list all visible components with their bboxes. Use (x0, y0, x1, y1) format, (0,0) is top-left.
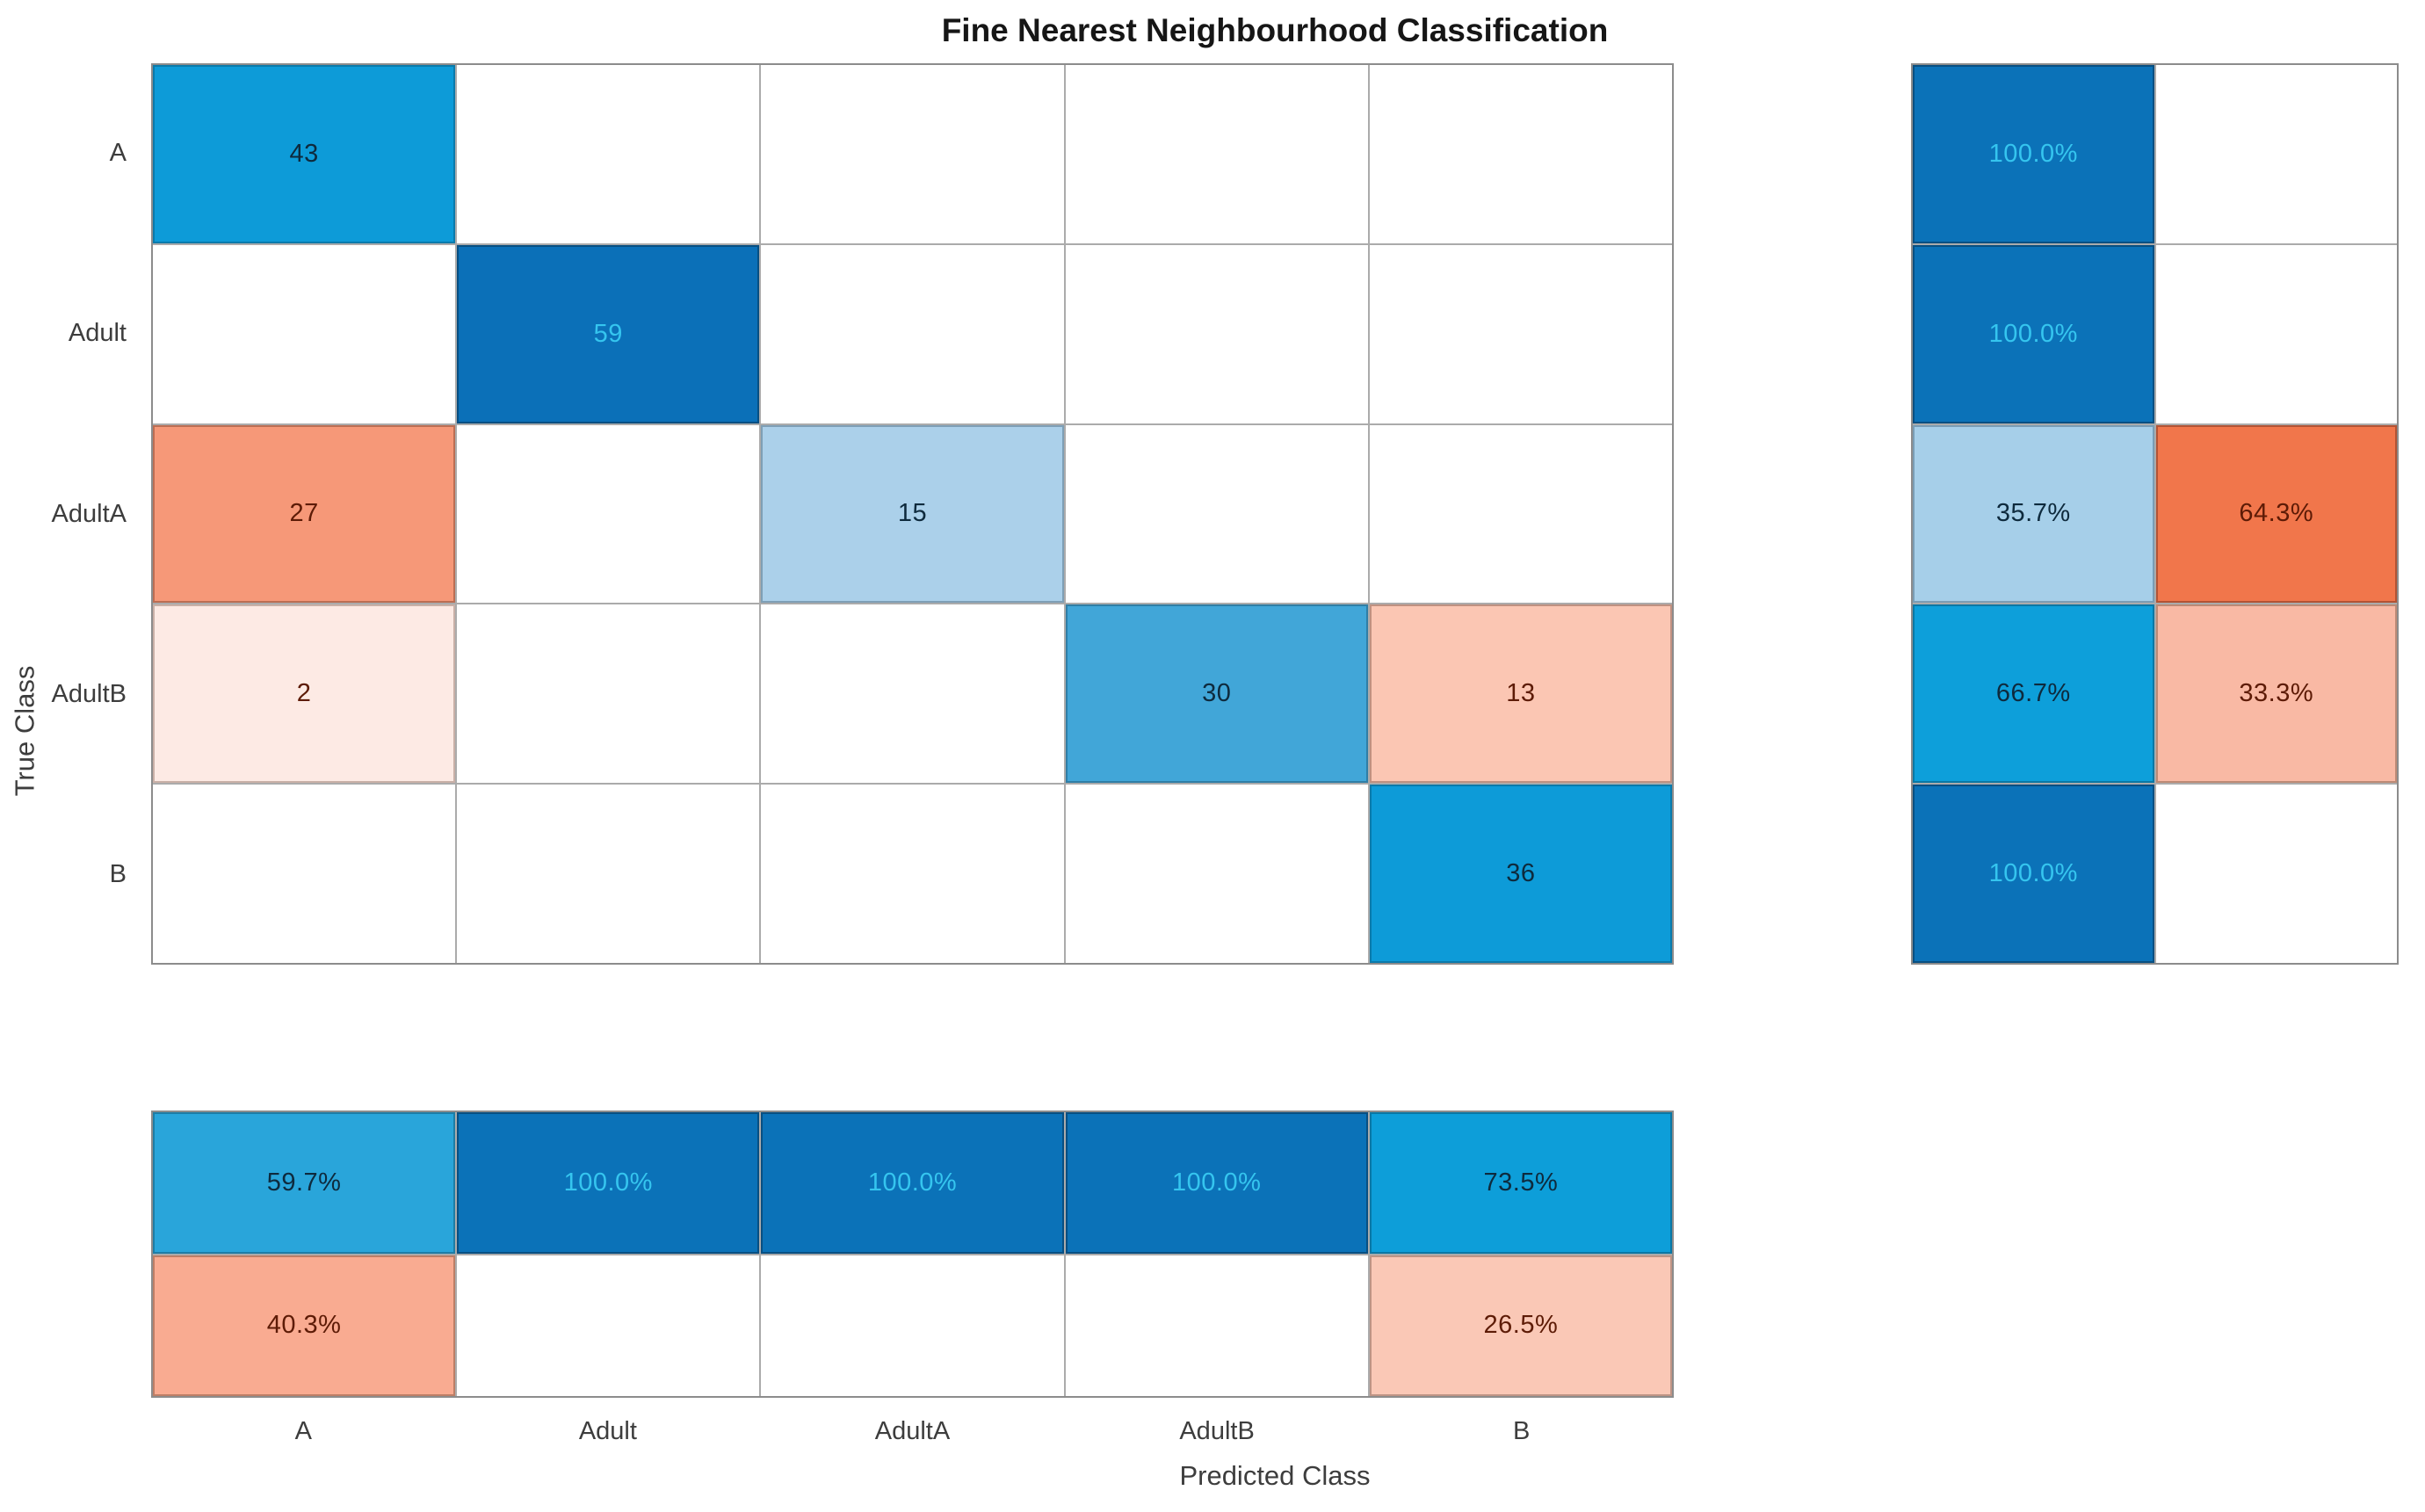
col-summary-cell-empty (1065, 1255, 1368, 1396)
matrix-cell-empty (153, 785, 456, 963)
col-summary-cell-empty (457, 1255, 760, 1396)
col-summary-cell: 40.3% (153, 1255, 456, 1396)
matrix-cell: 59 (457, 244, 760, 423)
matrix-cell: 43 (153, 65, 456, 243)
row-summary-cell: 100.0% (1913, 65, 2154, 243)
x-tick-label: AdultA (874, 1416, 951, 1445)
y-axis-label: True Class (9, 665, 40, 796)
col-summary-cell: 100.0% (457, 1112, 760, 1254)
matrix-cell-empty (457, 65, 760, 243)
x-tick-label: AdultB (1179, 1416, 1255, 1445)
column-summary-grid: 59.7% 100.0% 100.0% 100.0% 73.5% 40.3% 26.5% (151, 1110, 1674, 1398)
matrix-cell: 27 (153, 424, 456, 604)
matrix-cell-empty (457, 785, 760, 963)
matrix-cell: 36 (1369, 785, 1672, 963)
matrix-cell-empty (761, 65, 1064, 243)
matrix-cell-empty (1065, 424, 1368, 604)
x-tick-label: A (294, 1416, 312, 1445)
y-tick-label: A (109, 139, 127, 168)
col-summary-cell: 100.0% (1065, 1112, 1368, 1254)
row-summary-cell: 66.7% (1913, 604, 2154, 784)
x-tick-label: B (1513, 1416, 1531, 1445)
x-tick-labels: A Adult AdultA AdultB B (151, 1413, 1674, 1450)
x-tick-label: Adult (578, 1416, 637, 1445)
matrix-cell-empty (761, 244, 1064, 423)
matrix-cell-empty (761, 785, 1064, 963)
matrix-cell-empty (761, 604, 1064, 784)
col-summary-cell: 59.7% (153, 1112, 456, 1254)
row-summary-cell-empty (2155, 65, 2397, 243)
y-tick-label: AdultB (51, 679, 127, 708)
y-axis-label-box: True Class (4, 63, 46, 1398)
y-tick-label: AdultA (51, 499, 127, 528)
matrix-cell-empty (1369, 424, 1672, 604)
matrix-cell-empty (1065, 65, 1368, 243)
matrix-cell: 15 (761, 424, 1064, 604)
row-summary-cell-empty (2155, 244, 2397, 423)
y-tick-labels: A Adult AdultA AdultB B (0, 63, 139, 965)
matrix-cell-empty (1065, 785, 1368, 963)
row-summary-cell-empty (2155, 785, 2397, 963)
y-tick-label: B (109, 859, 127, 888)
col-summary-cell: 73.5% (1369, 1112, 1672, 1254)
row-summary-cell: 64.3% (2155, 424, 2397, 604)
col-summary-cell-empty (761, 1255, 1064, 1396)
matrix-cell-empty (457, 424, 760, 604)
col-summary-cell: 100.0% (761, 1112, 1064, 1254)
matrix-cell-empty (457, 604, 760, 784)
row-summary-cell: 35.7% (1913, 424, 2154, 604)
chart-title: Fine Nearest Neighbourhood Classificatio… (941, 12, 1609, 48)
col-summary-cell: 26.5% (1369, 1255, 1672, 1396)
row-summary-cell: 33.3% (2155, 604, 2397, 784)
matrix-cell: 13 (1369, 604, 1672, 784)
row-summary-cell: 100.0% (1913, 244, 2154, 423)
matrix-cell-empty (1065, 244, 1368, 423)
row-summary-grid: 100.0% 100.0% 35.7% 64.3% 66.7% 33.3% 100.0% (1911, 63, 2399, 965)
main-confusion-grid: 43 59 27 15 2 30 13 36 (151, 63, 1674, 965)
matrix-cell-empty (1369, 244, 1672, 423)
matrix-cell-empty (153, 244, 456, 423)
y-tick-label: Adult (68, 319, 127, 348)
matrix-cell: 30 (1065, 604, 1368, 784)
matrix-cell: 2 (153, 604, 456, 784)
x-axis-label: Predicted Class (1179, 1460, 1371, 1491)
matrix-cell-empty (1369, 65, 1672, 243)
row-summary-cell: 100.0% (1913, 785, 2154, 963)
